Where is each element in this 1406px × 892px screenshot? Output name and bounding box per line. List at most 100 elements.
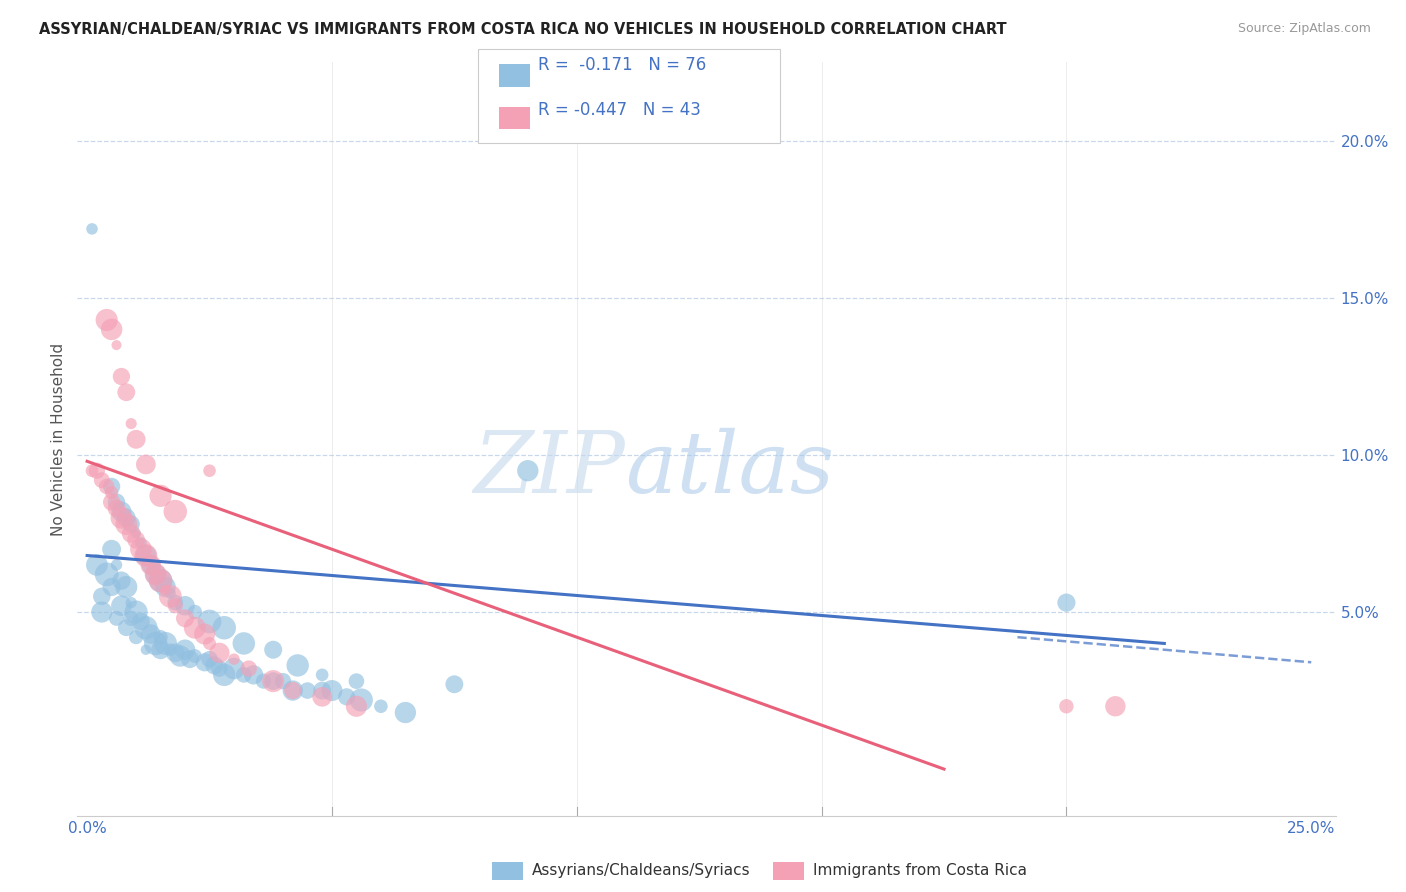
Text: ZIP: ZIP xyxy=(472,428,624,511)
Point xyxy=(174,642,197,657)
Point xyxy=(204,658,226,673)
Point xyxy=(394,706,416,720)
Point xyxy=(208,646,231,660)
Point xyxy=(174,599,197,613)
Point xyxy=(86,464,108,478)
Point xyxy=(159,586,181,600)
Point xyxy=(96,479,118,493)
Point xyxy=(100,495,122,509)
Point xyxy=(125,533,148,547)
Point xyxy=(149,630,172,644)
Point xyxy=(194,627,217,641)
Point xyxy=(194,655,217,669)
Text: atlas: atlas xyxy=(624,428,834,511)
Point xyxy=(212,668,235,682)
Point xyxy=(346,674,368,689)
Point xyxy=(100,322,122,336)
Point xyxy=(135,549,157,563)
Point xyxy=(311,668,333,682)
Point xyxy=(125,526,148,541)
Point xyxy=(135,549,157,563)
Point xyxy=(125,605,148,619)
Point xyxy=(297,683,319,698)
Point xyxy=(242,668,264,682)
Point xyxy=(271,674,294,689)
Point xyxy=(238,662,260,676)
Point xyxy=(100,542,122,557)
Point xyxy=(115,621,138,635)
Point xyxy=(222,652,245,666)
Point xyxy=(155,583,177,598)
Point xyxy=(100,485,122,500)
Point xyxy=(100,479,122,493)
Point xyxy=(212,621,235,635)
Point xyxy=(125,433,148,447)
Point xyxy=(139,627,162,641)
Point xyxy=(321,683,343,698)
Point xyxy=(262,642,284,657)
Point xyxy=(120,517,142,532)
Point xyxy=(129,542,152,557)
Point xyxy=(120,611,142,625)
Point xyxy=(120,526,142,541)
Point xyxy=(135,458,157,472)
Point xyxy=(198,464,221,478)
Point xyxy=(311,690,333,704)
Point xyxy=(159,590,181,604)
Point xyxy=(96,567,118,582)
Point xyxy=(346,699,368,714)
Text: Source: ZipAtlas.com: Source: ZipAtlas.com xyxy=(1237,22,1371,36)
Point xyxy=(165,646,187,660)
Point xyxy=(287,658,309,673)
Point xyxy=(232,668,254,682)
Point xyxy=(169,648,191,663)
Point xyxy=(262,674,284,689)
Point xyxy=(184,605,207,619)
Point xyxy=(198,652,221,666)
Point xyxy=(350,693,373,707)
Point xyxy=(110,599,132,613)
Point xyxy=(110,504,132,518)
Point xyxy=(165,596,187,610)
Point xyxy=(184,621,207,635)
Point xyxy=(370,699,392,714)
Point xyxy=(179,652,201,666)
Point xyxy=(135,642,157,657)
Point xyxy=(105,338,128,352)
Point xyxy=(129,536,152,550)
Point xyxy=(165,504,187,518)
Point xyxy=(129,615,152,629)
Point xyxy=(105,501,128,516)
Point xyxy=(184,648,207,663)
Text: Assyrians/Chaldeans/Syriacs: Assyrians/Chaldeans/Syriacs xyxy=(531,863,749,878)
Point xyxy=(145,567,167,582)
Point xyxy=(115,511,138,525)
Point xyxy=(115,385,138,400)
Point xyxy=(1054,699,1077,714)
Text: Immigrants from Costa Rica: Immigrants from Costa Rica xyxy=(813,863,1026,878)
Point xyxy=(135,621,157,635)
Point xyxy=(90,590,112,604)
Point xyxy=(336,690,359,704)
Text: R =  -0.171   N = 76: R = -0.171 N = 76 xyxy=(538,56,707,74)
Point xyxy=(80,464,103,478)
Point xyxy=(252,674,274,689)
Point xyxy=(281,683,304,698)
Point xyxy=(105,611,128,625)
Point xyxy=(149,489,172,503)
Point xyxy=(149,642,172,657)
Point xyxy=(198,636,221,650)
Text: R = -0.447   N = 43: R = -0.447 N = 43 xyxy=(538,101,702,119)
Point xyxy=(110,574,132,588)
Point xyxy=(139,558,162,572)
Point xyxy=(208,662,231,676)
Point xyxy=(105,495,128,509)
Point xyxy=(80,222,103,236)
Point xyxy=(262,674,284,689)
Point xyxy=(149,574,172,588)
Point xyxy=(165,599,187,613)
Point xyxy=(222,662,245,676)
Point xyxy=(96,313,118,327)
Point xyxy=(516,464,538,478)
Point xyxy=(115,580,138,594)
